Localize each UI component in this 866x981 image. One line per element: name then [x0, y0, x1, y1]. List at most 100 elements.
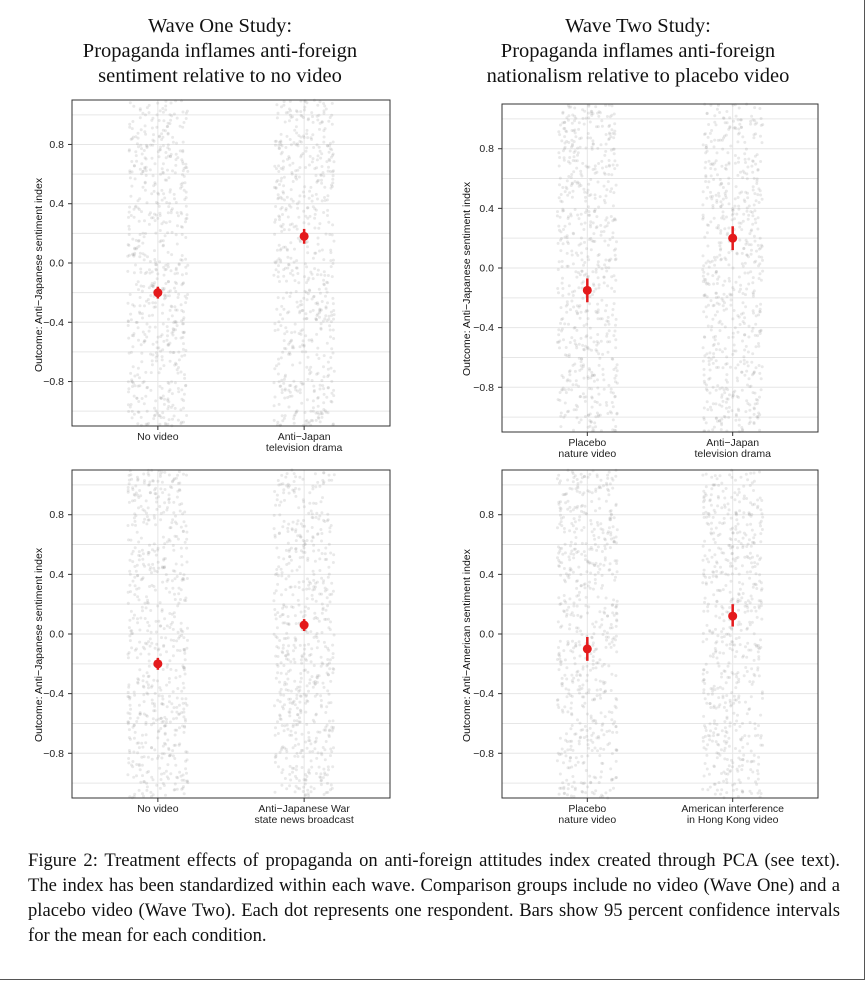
- respondent-dot: [712, 342, 716, 346]
- respondent-dot: [169, 152, 173, 156]
- respondent-dot: [279, 671, 283, 675]
- respondent-dot: [582, 376, 586, 380]
- respondent-dot: [724, 258, 728, 262]
- respondent-dot: [137, 540, 141, 544]
- respondent-dot: [156, 479, 160, 483]
- respondent-dot: [326, 781, 329, 785]
- respondent-dot: [718, 111, 722, 114]
- respondent-dot: [161, 782, 165, 786]
- respondent-dot: [273, 367, 277, 371]
- respondent-dot: [289, 143, 293, 147]
- respondent-dot: [717, 696, 721, 700]
- respondent-dot: [290, 733, 294, 737]
- respondent-dot: [180, 778, 184, 782]
- respondent-dot: [320, 178, 323, 182]
- respondent-dot: [180, 697, 184, 701]
- respondent-dot: [582, 122, 586, 126]
- respondent-dot: [328, 530, 332, 534]
- respondent-dot: [310, 111, 314, 115]
- respondent-dot: [127, 210, 131, 214]
- respondent-dot: [314, 251, 318, 255]
- respondent-dot: [332, 369, 336, 373]
- respondent-dot: [304, 778, 308, 782]
- respondent-dot: [147, 301, 151, 305]
- respondent-dot: [588, 586, 592, 590]
- respondent-dot: [713, 263, 717, 267]
- respondent-dot: [281, 167, 285, 171]
- respondent-dot: [325, 519, 329, 523]
- respondent-dot: [605, 483, 609, 487]
- respondent-dot: [593, 193, 597, 197]
- respondent-dot: [733, 491, 737, 495]
- respondent-dot: [144, 157, 148, 161]
- respondent-dot: [162, 644, 166, 648]
- wave-two-title: Wave Two Study: Propaganda inflames anti…: [458, 14, 818, 89]
- respondent-dot: [718, 651, 722, 655]
- respondent-dot: [725, 362, 729, 366]
- respondent-dot: [126, 243, 130, 247]
- respondent-dot: [743, 333, 747, 337]
- respondent-dot: [587, 165, 591, 169]
- wave-one-title-line: Wave One Study:: [147, 15, 293, 37]
- respondent-dot: [143, 272, 147, 275]
- respondent-dot: [315, 158, 319, 162]
- respondent-dot: [590, 530, 594, 534]
- respondent-dot: [139, 343, 143, 347]
- respondent-dot: [290, 394, 294, 398]
- respondent-dot: [722, 217, 726, 221]
- respondent-dot: [328, 667, 332, 671]
- respondent-dot: [141, 733, 144, 737]
- respondent-dot: [149, 284, 153, 288]
- respondent-dot: [574, 763, 578, 767]
- respondent-dot: [130, 137, 134, 141]
- respondent-dot: [184, 165, 188, 169]
- respondent-dot: [331, 140, 335, 144]
- respondent-dot: [293, 636, 297, 640]
- respondent-dot: [749, 749, 753, 753]
- respondent-dot: [607, 322, 611, 326]
- respondent-dot: [287, 388, 291, 392]
- respondent-dot: [298, 643, 302, 647]
- respondent-dot: [560, 139, 564, 143]
- respondent-dot: [292, 657, 296, 661]
- respondent-dot: [143, 124, 147, 128]
- respondent-dot: [595, 215, 599, 219]
- respondent-dot: [149, 685, 153, 689]
- respondent-dot: [332, 313, 336, 317]
- respondent-dot: [295, 131, 299, 135]
- respondent-dot: [572, 129, 576, 133]
- respondent-dot: [606, 315, 610, 319]
- respondent-dot: [736, 132, 740, 136]
- respondent-dot: [151, 216, 155, 220]
- respondent-dot: [607, 258, 611, 262]
- respondent-dot: [735, 518, 739, 522]
- respondent-dot: [291, 488, 295, 492]
- respondent-dot: [322, 174, 326, 178]
- respondent-dot: [184, 111, 188, 115]
- respondent-dot: [294, 290, 298, 293]
- respondent-dot: [331, 765, 335, 769]
- respondent-dot: [615, 412, 619, 416]
- respondent-dot: [603, 263, 607, 267]
- respondent-dot: [758, 332, 762, 335]
- respondent-dot: [277, 164, 281, 168]
- respondent-dot: [182, 665, 185, 669]
- respondent-dot: [298, 139, 302, 143]
- respondent-dot: [722, 705, 726, 709]
- respondent-dot: [145, 788, 149, 792]
- respondent-dot: [280, 378, 284, 382]
- respondent-dot: [157, 371, 161, 375]
- respondent-dot: [184, 265, 188, 269]
- respondent-dot: [593, 581, 597, 585]
- respondent-dot: [283, 746, 286, 750]
- respondent-dot: [162, 643, 166, 647]
- respondent-dot: [314, 713, 318, 717]
- respondent-dot: [731, 207, 735, 210]
- respondent-dot: [599, 747, 603, 751]
- x-tick-label: Anti−Japanese War: [258, 803, 350, 815]
- respondent-dot: [292, 488, 296, 492]
- respondent-dot: [179, 408, 183, 412]
- respondent-dot: [318, 592, 322, 596]
- respondent-dot: [579, 573, 583, 576]
- respondent-dot: [179, 598, 182, 601]
